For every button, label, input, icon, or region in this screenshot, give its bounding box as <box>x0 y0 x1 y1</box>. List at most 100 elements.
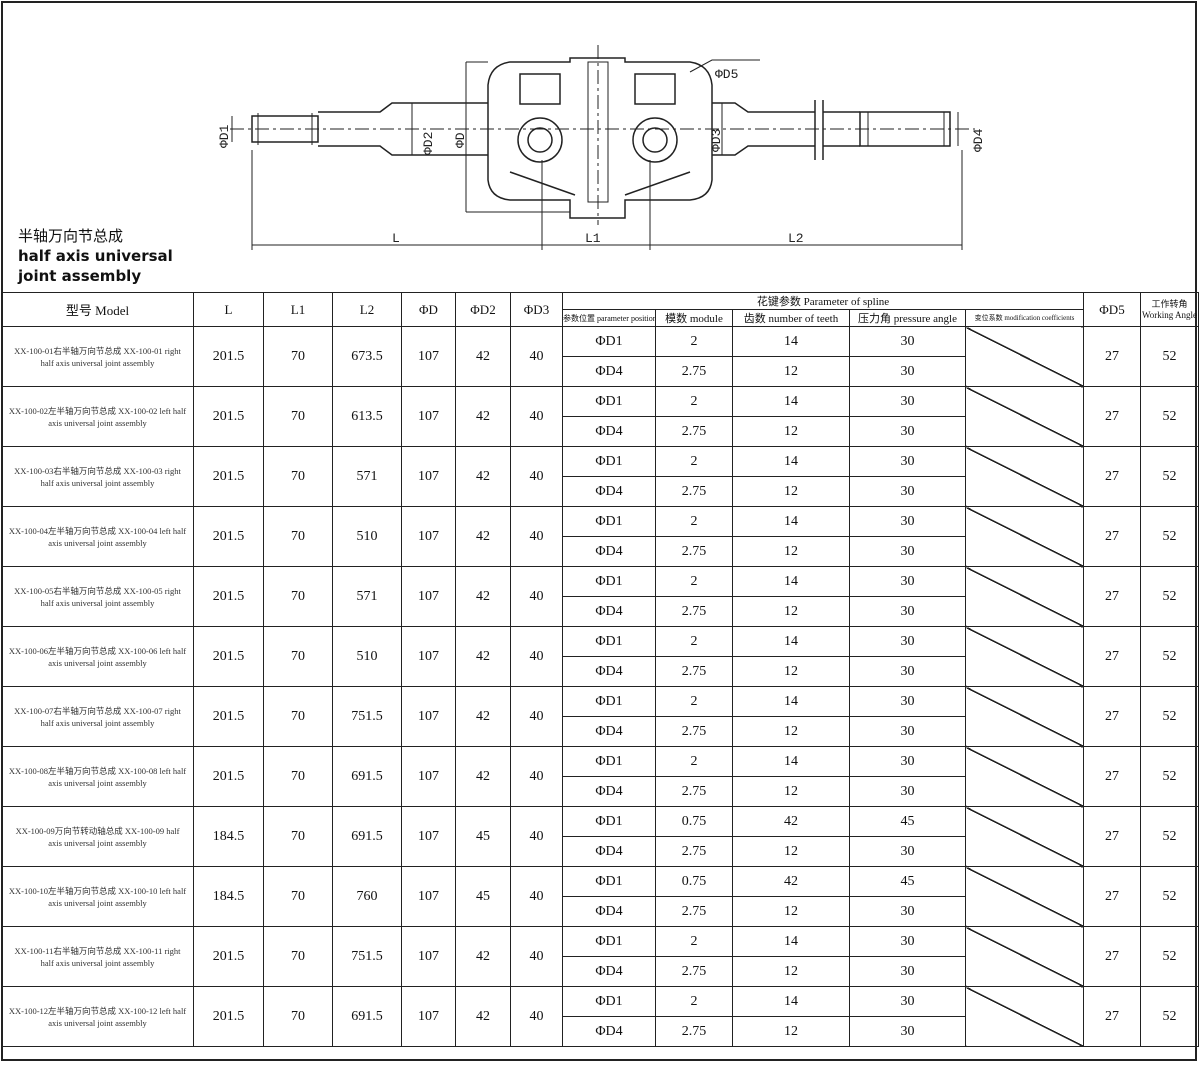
title-en-line2: joint assembly <box>18 267 142 285</box>
module-cell: 2.75 <box>655 656 733 687</box>
teeth-cell: 14 <box>732 626 850 657</box>
table-row: XX-100-02左半轴万向节总成 XX-100-02 left half ax… <box>1 386 1199 447</box>
teeth-cell: 12 <box>732 716 850 747</box>
d2-cell: 42 <box>455 326 511 387</box>
d5-cell: 27 <box>1083 566 1141 627</box>
d2-cell: 42 <box>455 446 511 507</box>
d-cell: 107 <box>401 686 456 747</box>
label-d4: ΦD4 <box>971 128 986 152</box>
position-cell: ΦD1 <box>562 926 656 957</box>
l-cell: 201.5 <box>193 746 264 807</box>
l1-cell: 70 <box>263 626 333 687</box>
position-cell: ΦD1 <box>562 326 656 357</box>
d3-cell: 40 <box>510 386 563 447</box>
position-cell: ΦD1 <box>562 626 656 657</box>
model-cell: XX-100-08左半轴万向节总成 XX-100-08 left half ax… <box>1 746 194 807</box>
working-angle-cell: 52 <box>1140 326 1199 387</box>
l2-cell: 510 <box>332 626 402 687</box>
l1-cell: 70 <box>263 806 333 867</box>
module-cell: 2.75 <box>655 476 733 507</box>
module-cell: 2.75 <box>655 836 733 867</box>
module-cell: 2.75 <box>655 896 733 927</box>
l1-cell: 70 <box>263 926 333 987</box>
working-angle-cell: 52 <box>1140 446 1199 507</box>
d5-cell: 27 <box>1083 746 1141 807</box>
d3-cell: 40 <box>510 806 563 867</box>
d-cell: 107 <box>401 326 456 387</box>
l-cell: 201.5 <box>193 446 264 507</box>
l1-cell: 70 <box>263 326 333 387</box>
header-position: 参数位置 parameter position <box>562 309 656 327</box>
pressure-cell: 30 <box>849 896 966 927</box>
position-cell: ΦD4 <box>562 536 656 567</box>
pressure-cell: 30 <box>849 836 966 867</box>
l2-cell: 571 <box>332 446 402 507</box>
modification-cell <box>965 926 1084 987</box>
pressure-cell: 45 <box>849 866 966 897</box>
pressure-cell: 30 <box>849 506 966 537</box>
position-cell: ΦD4 <box>562 596 656 627</box>
pressure-cell: 30 <box>849 356 966 387</box>
d3-cell: 40 <box>510 626 563 687</box>
d5-cell: 27 <box>1083 686 1141 747</box>
table-subrow: ΦD4 2.75 12 30 <box>2 656 1199 687</box>
l-cell: 201.5 <box>193 566 264 627</box>
pressure-cell: 30 <box>849 656 966 687</box>
teeth-cell: 14 <box>732 926 850 957</box>
working-angle-cell: 52 <box>1140 866 1199 927</box>
model-cell: XX-100-09万向节转动轴总成 XX-100-09 half axis un… <box>1 806 194 867</box>
module-cell: 0.75 <box>655 806 733 837</box>
teeth-cell: 14 <box>732 986 850 1017</box>
d-cell: 107 <box>401 746 456 807</box>
d2-cell: 45 <box>455 806 511 867</box>
position-cell: ΦD1 <box>562 686 656 717</box>
module-cell: 2 <box>655 986 733 1017</box>
d3-cell: 40 <box>510 746 563 807</box>
position-cell: ΦD4 <box>562 716 656 747</box>
position-cell: ΦD1 <box>562 806 656 837</box>
table-row: XX-100-06左半轴万向节总成 XX-100-06 left half ax… <box>1 626 1199 687</box>
model-cell: XX-100-03右半轴万向节总成 XX-100-03 right half a… <box>1 446 194 507</box>
d2-cell: 42 <box>455 626 511 687</box>
model-cell: XX-100-07右半轴万向节总成 XX-100-07 right half a… <box>1 686 194 747</box>
teeth-cell: 14 <box>732 746 850 777</box>
l2-cell: 673.5 <box>332 326 402 387</box>
position-cell: ΦD1 <box>562 386 656 417</box>
d5-cell: 27 <box>1083 866 1141 927</box>
modification-cell <box>965 326 1084 387</box>
header-l2: L2 <box>332 292 402 327</box>
d-cell: 107 <box>401 926 456 987</box>
table-row: XX-100-11右半轴万向节总成 XX-100-11 right half a… <box>1 926 1199 987</box>
l2-cell: 760 <box>332 866 402 927</box>
module-cell: 2 <box>655 386 733 417</box>
l1-cell: 70 <box>263 446 333 507</box>
position-cell: ΦD4 <box>562 956 656 987</box>
position-cell: ΦD4 <box>562 1016 656 1047</box>
l2-cell: 613.5 <box>332 386 402 447</box>
d3-cell: 40 <box>510 326 563 387</box>
table-row: XX-100-04左半轴万向节总成 XX-100-04 left half ax… <box>1 506 1199 567</box>
modification-cell <box>965 986 1084 1047</box>
d2-cell: 42 <box>455 566 511 627</box>
assembly-drawing: ΦD1 ΦD2 ΦD ΦD5 ΦD3 ΦD4 L L1 L2 <box>217 45 986 250</box>
teeth-cell: 12 <box>732 776 850 807</box>
pressure-cell: 30 <box>849 686 966 717</box>
d5-cell: 27 <box>1083 986 1141 1047</box>
d3-cell: 40 <box>510 446 563 507</box>
working-angle-cell: 52 <box>1140 746 1199 807</box>
pressure-cell: 30 <box>849 416 966 447</box>
modification-cell <box>965 746 1084 807</box>
module-cell: 2 <box>655 506 733 537</box>
position-cell: ΦD1 <box>562 746 656 777</box>
pressure-cell: 30 <box>849 926 966 957</box>
l1-cell: 70 <box>263 746 333 807</box>
l1-cell: 70 <box>263 986 333 1047</box>
header-angle-cn: 工作转角 <box>1151 298 1188 309</box>
working-angle-cell: 52 <box>1140 506 1199 567</box>
table-row: XX-100-03右半轴万向节总成 XX-100-03 right half a… <box>1 446 1199 507</box>
header-module: 模数 module <box>655 309 733 327</box>
label-l: L <box>392 231 400 246</box>
d5-cell: 27 <box>1083 386 1141 447</box>
module-cell: 2 <box>655 626 733 657</box>
position-cell: ΦD1 <box>562 446 656 477</box>
